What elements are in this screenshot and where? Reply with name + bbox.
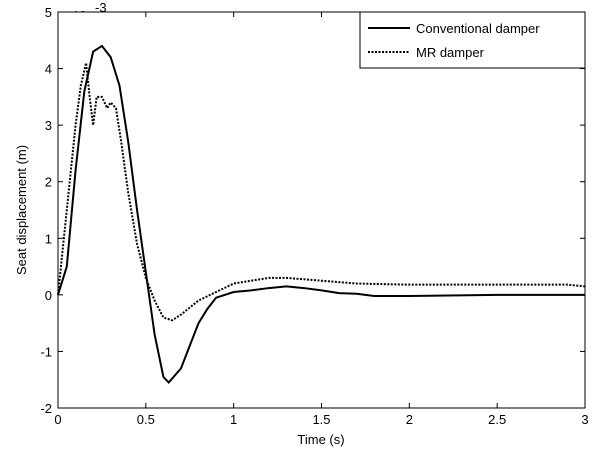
y-tick-label: 0 <box>45 288 52 303</box>
x-tick-label: 0.5 <box>137 412 155 427</box>
legend-box <box>359 11 586 69</box>
x-axis-label: Time (s) <box>297 432 344 447</box>
x-tick-label: 0 <box>54 412 61 427</box>
y-axis-label: Seat displacement (m) <box>14 145 29 275</box>
y-tick-label: 1 <box>45 231 52 246</box>
line-series <box>57 62 586 322</box>
plot-area <box>57 11 586 409</box>
x-tick-label: 1 <box>230 412 237 427</box>
y-tick-label: 2 <box>45 175 52 190</box>
y-tick-label: 3 <box>45 118 52 133</box>
y-tick-label: 4 <box>45 62 52 77</box>
legend-label: Conventional damper <box>416 21 540 36</box>
y-scale-exponent: -3 <box>95 0 107 15</box>
x-tick-label: 2 <box>406 412 413 427</box>
y-tick-label: -2 <box>40 401 52 416</box>
x-tick-label: 3 <box>581 412 588 427</box>
y-tick-label: 5 <box>45 5 52 20</box>
x-tick-label: 1.5 <box>312 412 330 427</box>
legend-label: MR damper <box>416 45 485 60</box>
line-series <box>57 44 585 385</box>
y-tick-label: -1 <box>40 344 52 359</box>
x-tick-label: 2.5 <box>488 412 506 427</box>
